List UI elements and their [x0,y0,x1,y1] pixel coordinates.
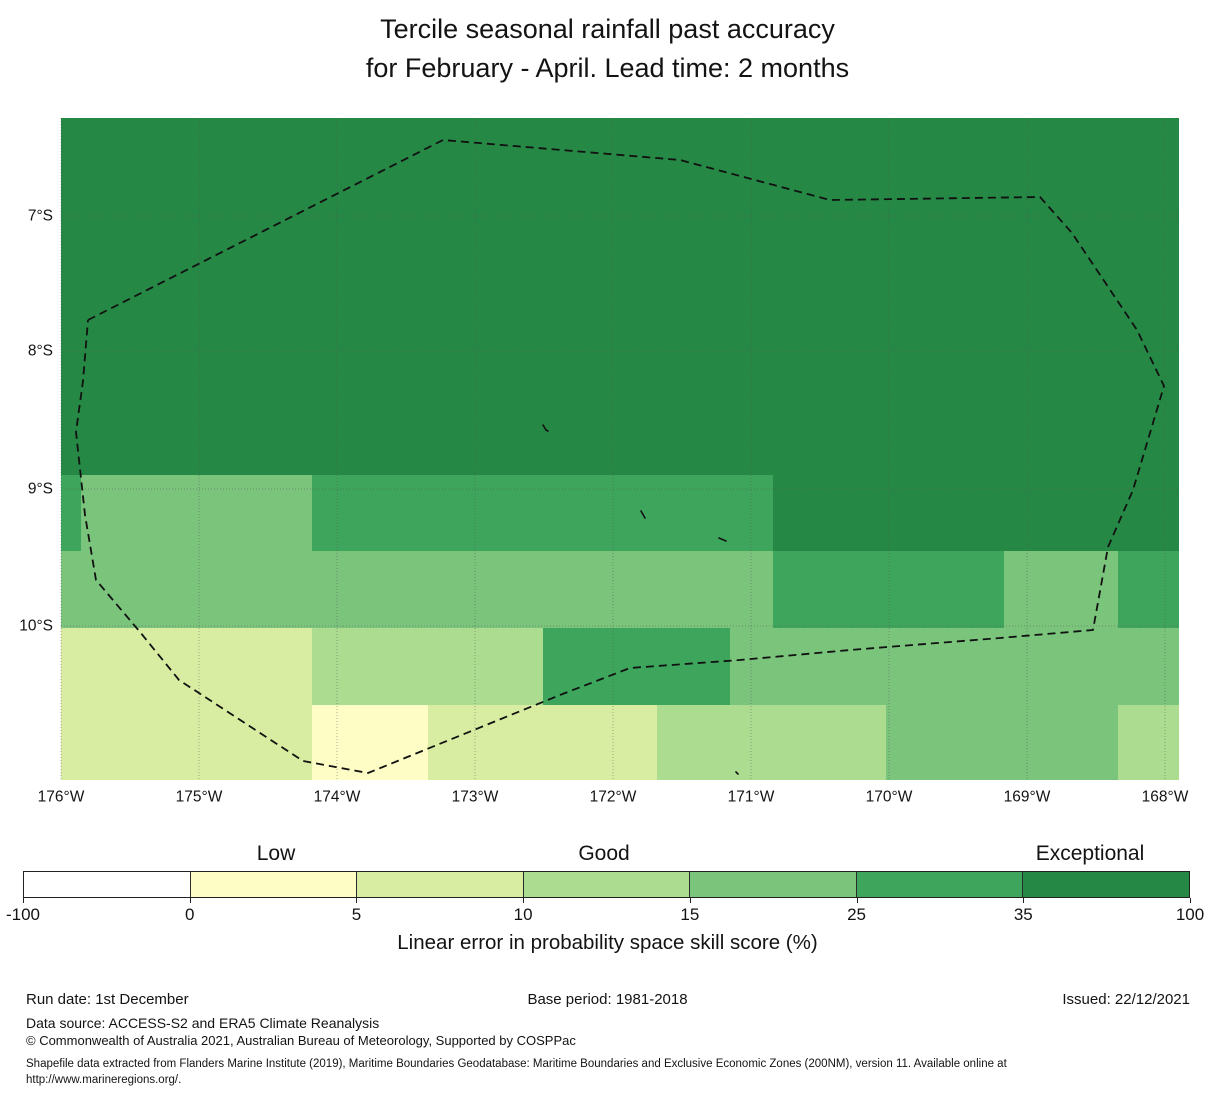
colorbar-tick [856,898,858,903]
colorbar-tick [523,898,525,903]
colorbar-axis-label: Linear error in probability space skill … [397,931,818,954]
colorbar-segment [1022,872,1190,897]
map-cell [312,475,773,551]
footer-run-date: Run date: 1st December [26,991,189,1008]
footer-shapefile-notice-line1: Shapefile data extracted from Flanders M… [26,1058,1007,1070]
colorbar-bar [23,871,1190,898]
colorbar-tick-label: 100 [1175,905,1205,924]
colorbar-tick-label: 5 [351,905,362,924]
footer-issued: Issued: 22/12/2021 [1062,991,1190,1008]
colorbar-segment [189,872,357,897]
map-cell [1004,551,1118,628]
x-tick-label: 175°W [176,788,223,805]
footer-base-period: Base period: 1981-2018 [527,991,688,1008]
colorbar-tick [1023,898,1025,903]
y-tick-label: 8°S [28,343,53,360]
x-tick-label: 172°W [590,788,637,805]
colorbar-category-label: Exceptional [1035,842,1145,865]
chart-title-line2: for February - April. Lead time: 2 month… [365,53,850,83]
eez-dashed-boundary [75,139,1165,774]
colorbar-tick-label: 10 [513,905,533,924]
map-cell [1118,551,1179,628]
colorbar-segment [356,872,523,897]
colorbar-category-label: Good [578,842,630,865]
map-cell [773,475,1179,551]
y-tick-label: 9°S [28,481,53,498]
colorbar-tick-label: 25 [847,905,867,924]
footer-copyright: © Commonwealth of Australia 2021, Austra… [26,1033,576,1048]
map-cell [61,118,1179,475]
colorbar-tick [189,898,191,903]
x-tick-label: 174°W [314,788,361,805]
y-tick-label: 7°S [28,208,53,225]
chart-title-line1: Tercile seasonal rainfall past accuracy [380,14,835,44]
x-tick-label: 176°W [38,788,85,805]
island-mark [640,510,646,519]
map-cell [61,628,312,705]
map-cell [61,551,773,628]
colorbar-category-label: Low [256,842,296,865]
rainfall-accuracy-map: 176°W 175°W 174°W 173°W 172°W 171°W 170°W 169°W… [19,118,1189,805]
map-cell [81,475,312,551]
colorbar-tick [356,898,358,903]
colorbar-tick [23,898,24,903]
colorbar-segment [855,872,1023,897]
x-tick-label: 171°W [728,788,775,805]
map-cell [61,705,312,780]
colorbar-tick-label: 15 [680,905,700,924]
map-cell [1118,705,1179,780]
x-tick-label: 170°W [866,788,913,805]
y-tick-label: 10°S [19,618,53,635]
colorbar-tick-label: 35 [1013,905,1033,924]
map-cell [428,705,657,780]
colorbar-segment [24,872,190,897]
colorbar-segment [689,872,856,897]
colorbar-segment [522,872,690,897]
colorbar-tick-label: 0 [184,905,195,924]
map-cell [730,628,1179,705]
colorbar-tick [1190,898,1191,903]
footer-shapefile-notice-line2: http://www.marineregions.org/. [26,1074,182,1086]
island-mark [718,537,727,542]
island-mark [735,771,739,775]
x-tick-label: 168°W [1142,788,1189,805]
map-cell [657,705,886,780]
island-mark [542,424,549,432]
map-cell [61,475,81,551]
colorbar-tick [689,898,691,903]
map-cell [543,628,730,705]
x-tick-label: 173°W [452,788,499,805]
map-cell [773,551,1004,628]
map-cell [886,705,1118,780]
map-cell [312,628,543,705]
colorbar-tick-label: -100 [5,905,41,924]
chart-title: Tercile seasonal rainfall past accuracy … [0,10,1215,88]
map-cell [312,705,428,780]
x-tick-label: 169°W [1004,788,1051,805]
footer-data-source: Data source: ACCESS-S2 and ERA5 Climate … [26,1015,380,1031]
